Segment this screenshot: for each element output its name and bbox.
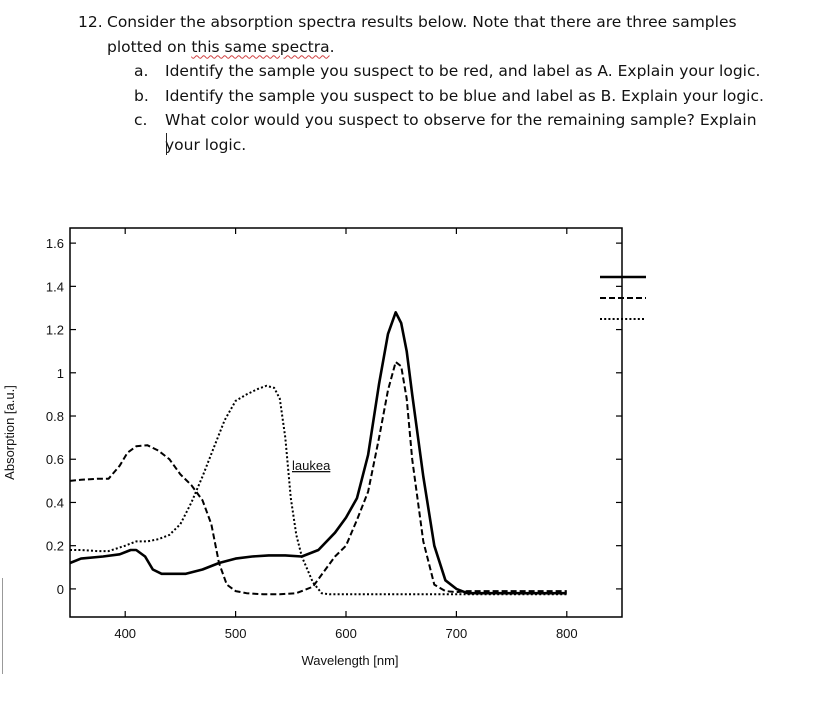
question-part-c: c. What color would you suspect to obser…	[134, 108, 808, 133]
part-text: Identify the sample you suspect to be re…	[165, 62, 761, 80]
question-part-b: b. Identify the sample you suspect to be…	[134, 84, 808, 109]
question-number: 12.	[78, 13, 103, 31]
y-tick-label: 1.2	[46, 323, 64, 338]
chart-series	[69, 310, 567, 596]
x-tick-label: 500	[225, 626, 247, 641]
y-tick-label: 0	[57, 582, 64, 597]
part-text: What color would you suspect to observe …	[165, 111, 757, 129]
chart-legend	[600, 275, 646, 320]
y-tick-label: 0.2	[46, 539, 64, 554]
chart-frame	[69, 227, 623, 618]
chart-annotation: laukea	[292, 458, 331, 473]
question-part-a: a. Identify the sample you suspect to be…	[134, 59, 808, 84]
plot-frame	[69, 227, 623, 618]
y-tick-label: 0.6	[46, 452, 64, 467]
x-tick-label: 700	[446, 626, 468, 641]
y-tick-label: 0.8	[46, 409, 64, 424]
text-cursor	[166, 133, 167, 155]
y-tick-label: 1.4	[46, 279, 64, 294]
spellcheck-underlined-text: this same spectra	[191, 37, 330, 56]
part-letter: a.	[134, 62, 149, 80]
y-axis-label: Absorption [a.u.]	[2, 385, 17, 480]
y-tick-label: 0.4	[46, 495, 64, 510]
x-tick-label: 800	[556, 626, 578, 641]
chart-ticks: 400 500 600 700 800 0 0.2 0.4 0.6 0.8 1 1.2 1.4 1.6	[46, 228, 622, 641]
question-text: Consider the absorption spectra results …	[107, 13, 737, 31]
question-part-c-continuation: your logic.	[165, 135, 247, 154]
x-axis-label: Wavelength [nm]	[301, 653, 398, 668]
page-margin-line	[2, 578, 3, 674]
question-text-prefix: plotted on	[107, 37, 192, 56]
y-tick-label: 1	[57, 366, 64, 381]
series-line-dashed	[69, 361, 567, 596]
question-text-suffix: .	[329, 37, 335, 56]
part-letter: b.	[134, 86, 149, 105]
x-tick-label: 400	[114, 626, 136, 641]
x-tick-label: 600	[335, 626, 357, 641]
part-letter: c.	[134, 111, 148, 129]
series-line-solid	[69, 310, 567, 595]
y-tick-label: 1.6	[46, 236, 64, 251]
question-block: 12. Consider the absorption spectra resu…	[78, 10, 808, 157]
question-line-1: 12. Consider the absorption spectra resu…	[78, 10, 808, 35]
question-line-2: plotted on this same spectra.	[78, 35, 808, 60]
part-text: Identify the sample you suspect to be bl…	[165, 86, 764, 105]
series-line-dotted	[70, 384, 567, 596]
